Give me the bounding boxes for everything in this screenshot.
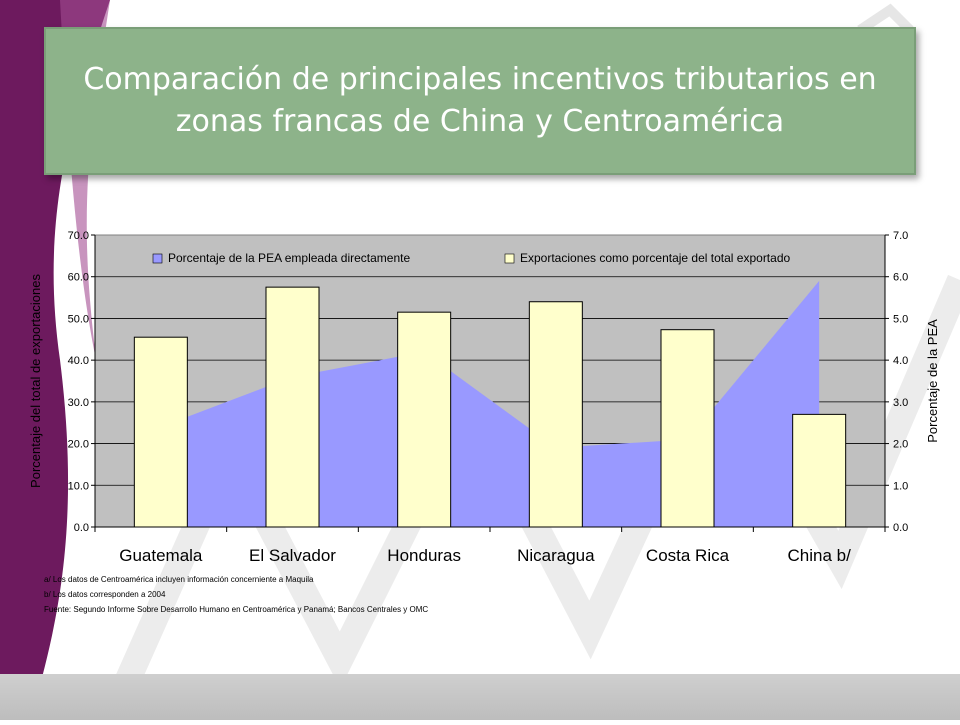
x-tick-label: El Salvador [249, 546, 336, 565]
right-tick-label: 6.0 [893, 272, 908, 284]
bar-guatemala [134, 337, 187, 527]
x-tick-label: Nicaragua [517, 546, 595, 565]
chart-notes: a/ Los datos de Centroamérica incluyen i… [44, 572, 604, 617]
note-b: b/ Los datos corresponden a 2004 [44, 587, 604, 602]
left-tick-label: 60.0 [68, 272, 89, 284]
x-tick-label: Guatemala [119, 546, 203, 565]
legend-label-bar: Exportaciones como porcentaje del total … [520, 251, 790, 265]
left-axis-label: Porcentaje del total de exportaciones [28, 274, 43, 488]
left-tick-label: 20.0 [68, 439, 89, 451]
left-tick-label: 70.0 [68, 230, 89, 242]
right-tick-label: 1.0 [893, 480, 908, 492]
bar-china-b- [793, 414, 846, 527]
right-tick-label: 4.0 [893, 355, 908, 367]
right-tick-label: 5.0 [893, 313, 908, 325]
right-tick-label: 0.0 [893, 522, 908, 534]
note-source: Fuente: Segundo Informe Sobre Desarrollo… [44, 602, 604, 617]
right-axis-label: Porcentaje de la PEA [925, 319, 940, 443]
left-tick-label: 50.0 [68, 313, 89, 325]
bar-el-salvador [266, 287, 319, 527]
bar-nicaragua [529, 302, 582, 527]
legend-swatch-bar [505, 254, 514, 263]
legend-swatch-area [153, 254, 162, 263]
right-tick-label: 2.0 [893, 439, 908, 451]
left-tick-label: 0.0 [74, 522, 89, 534]
x-tick-label: China b/ [788, 546, 852, 565]
left-tick-label: 40.0 [68, 355, 89, 367]
bar-honduras [398, 312, 451, 527]
right-tick-label: 7.0 [893, 230, 908, 242]
bar-costa-rica [661, 330, 714, 527]
x-tick-label: Costa Rica [646, 546, 730, 565]
left-tick-label: 30.0 [68, 397, 89, 409]
note-a: a/ Los datos de Centroamérica incluyen i… [44, 572, 604, 587]
x-tick-label: Honduras [387, 546, 461, 565]
left-tick-label: 10.0 [68, 480, 89, 492]
right-tick-label: 3.0 [893, 397, 908, 409]
legend-label-area: Porcentaje de la PEA empleada directamen… [168, 251, 410, 265]
